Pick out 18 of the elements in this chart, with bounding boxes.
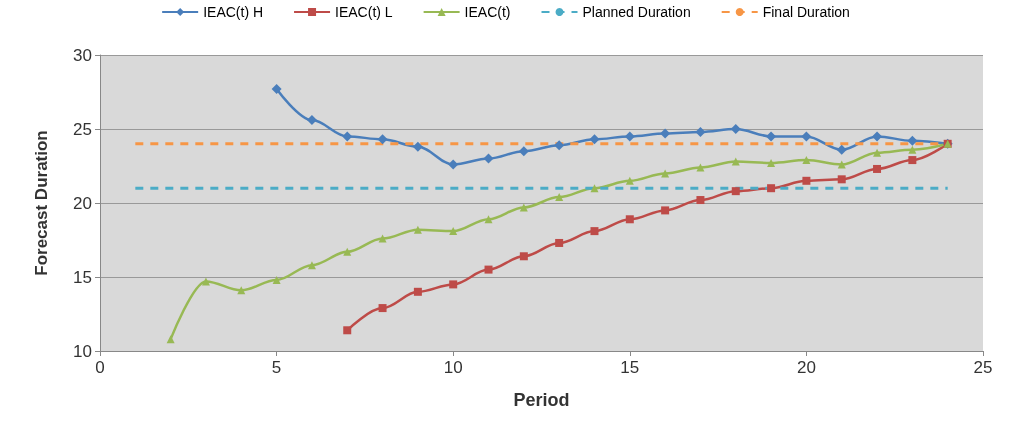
x-tick-label: 10 — [443, 358, 463, 377]
y-tick-label: 20 — [73, 193, 92, 213]
x-tick-label: 0 — [95, 358, 105, 377]
x-tick-label: 20 — [796, 358, 816, 377]
legend-label: IEAC(t) — [464, 4, 511, 20]
x-axis-title: Period — [513, 390, 570, 410]
x-tick-label: 25 — [973, 358, 993, 377]
y-tick-label: 25 — [73, 119, 92, 139]
legend-label: Planned Duration — [582, 4, 691, 20]
y-axis-title: Forecast Duration — [32, 130, 51, 276]
y-tick-label: 30 — [73, 45, 92, 65]
x-tick-label: 5 — [271, 358, 282, 377]
legend-label: Final Duration — [762, 4, 850, 20]
y-tick-label: 10 — [73, 341, 92, 361]
x-tick-label: 15 — [620, 358, 640, 377]
y-tick-label: 15 — [73, 267, 92, 287]
legend-label: IEAC(t) L — [335, 4, 393, 20]
legend-label: IEAC(t) H — [203, 4, 264, 20]
